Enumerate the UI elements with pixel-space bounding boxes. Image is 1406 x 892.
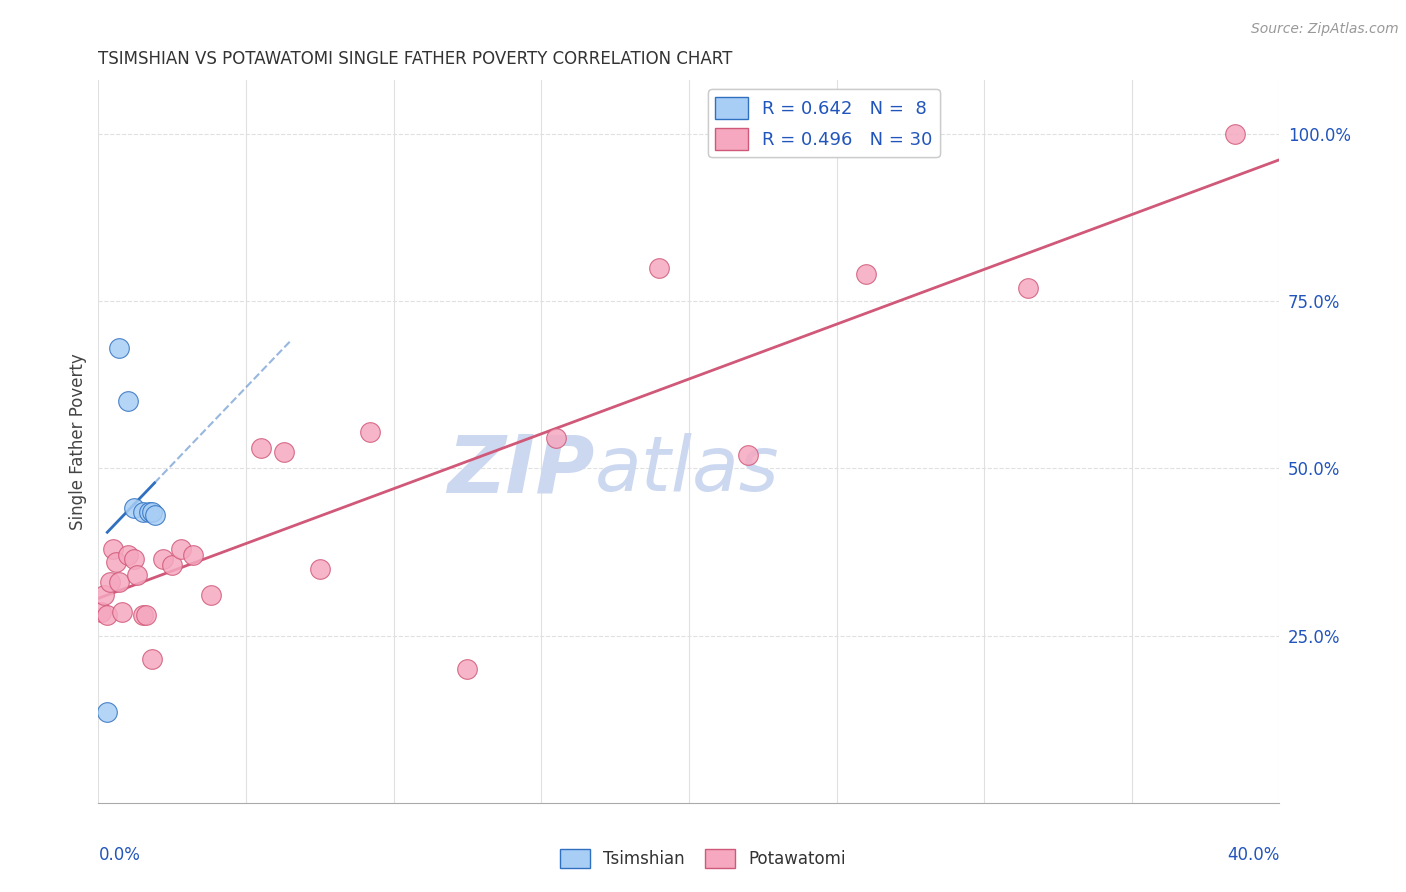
Y-axis label: Single Father Poverty: Single Father Poverty	[69, 353, 87, 530]
Point	[132, 505, 155, 519]
Text: Source: ZipAtlas.com: Source: ZipAtlas.com	[1251, 22, 1399, 37]
Point	[96, 706, 118, 720]
Point	[105, 555, 128, 569]
Text: ZIP: ZIP	[447, 432, 595, 509]
Point	[457, 662, 479, 676]
Legend: R = 0.642   N =  8, R = 0.496   N = 30: R = 0.642 N = 8, R = 0.496 N = 30	[709, 89, 939, 157]
Point	[855, 268, 877, 282]
Point	[122, 501, 145, 516]
Point	[143, 508, 166, 523]
Point	[93, 589, 115, 603]
Point	[170, 541, 193, 556]
Point	[138, 505, 160, 519]
Point	[648, 260, 671, 275]
Point	[122, 551, 145, 566]
Point	[90, 605, 112, 619]
Point	[359, 425, 381, 439]
Point	[737, 448, 759, 462]
Point	[132, 608, 155, 623]
Point	[96, 608, 118, 623]
Point	[117, 394, 139, 409]
Point	[546, 431, 568, 445]
Point	[1225, 127, 1247, 141]
Point	[309, 562, 332, 576]
Point	[117, 548, 139, 563]
Point	[135, 608, 157, 623]
Point	[162, 558, 183, 573]
Point	[152, 551, 174, 566]
Text: 40.0%: 40.0%	[1227, 847, 1279, 864]
Point	[125, 568, 148, 582]
Point	[273, 444, 295, 458]
Point	[108, 341, 131, 355]
Text: 0.0%: 0.0%	[98, 847, 141, 864]
Legend: Tsimshian, Potawatomi: Tsimshian, Potawatomi	[554, 843, 852, 875]
Text: TSIMSHIAN VS POTAWATOMI SINGLE FATHER POVERTY CORRELATION CHART: TSIMSHIAN VS POTAWATOMI SINGLE FATHER PO…	[98, 50, 733, 68]
Point	[200, 589, 222, 603]
Point	[1018, 281, 1040, 295]
Point	[98, 575, 121, 590]
Point	[181, 548, 204, 563]
Point	[108, 575, 131, 590]
Point	[250, 442, 273, 455]
Point	[141, 652, 163, 666]
Point	[141, 505, 163, 519]
Point	[111, 605, 134, 619]
Text: atlas: atlas	[595, 434, 779, 508]
Point	[103, 541, 125, 556]
